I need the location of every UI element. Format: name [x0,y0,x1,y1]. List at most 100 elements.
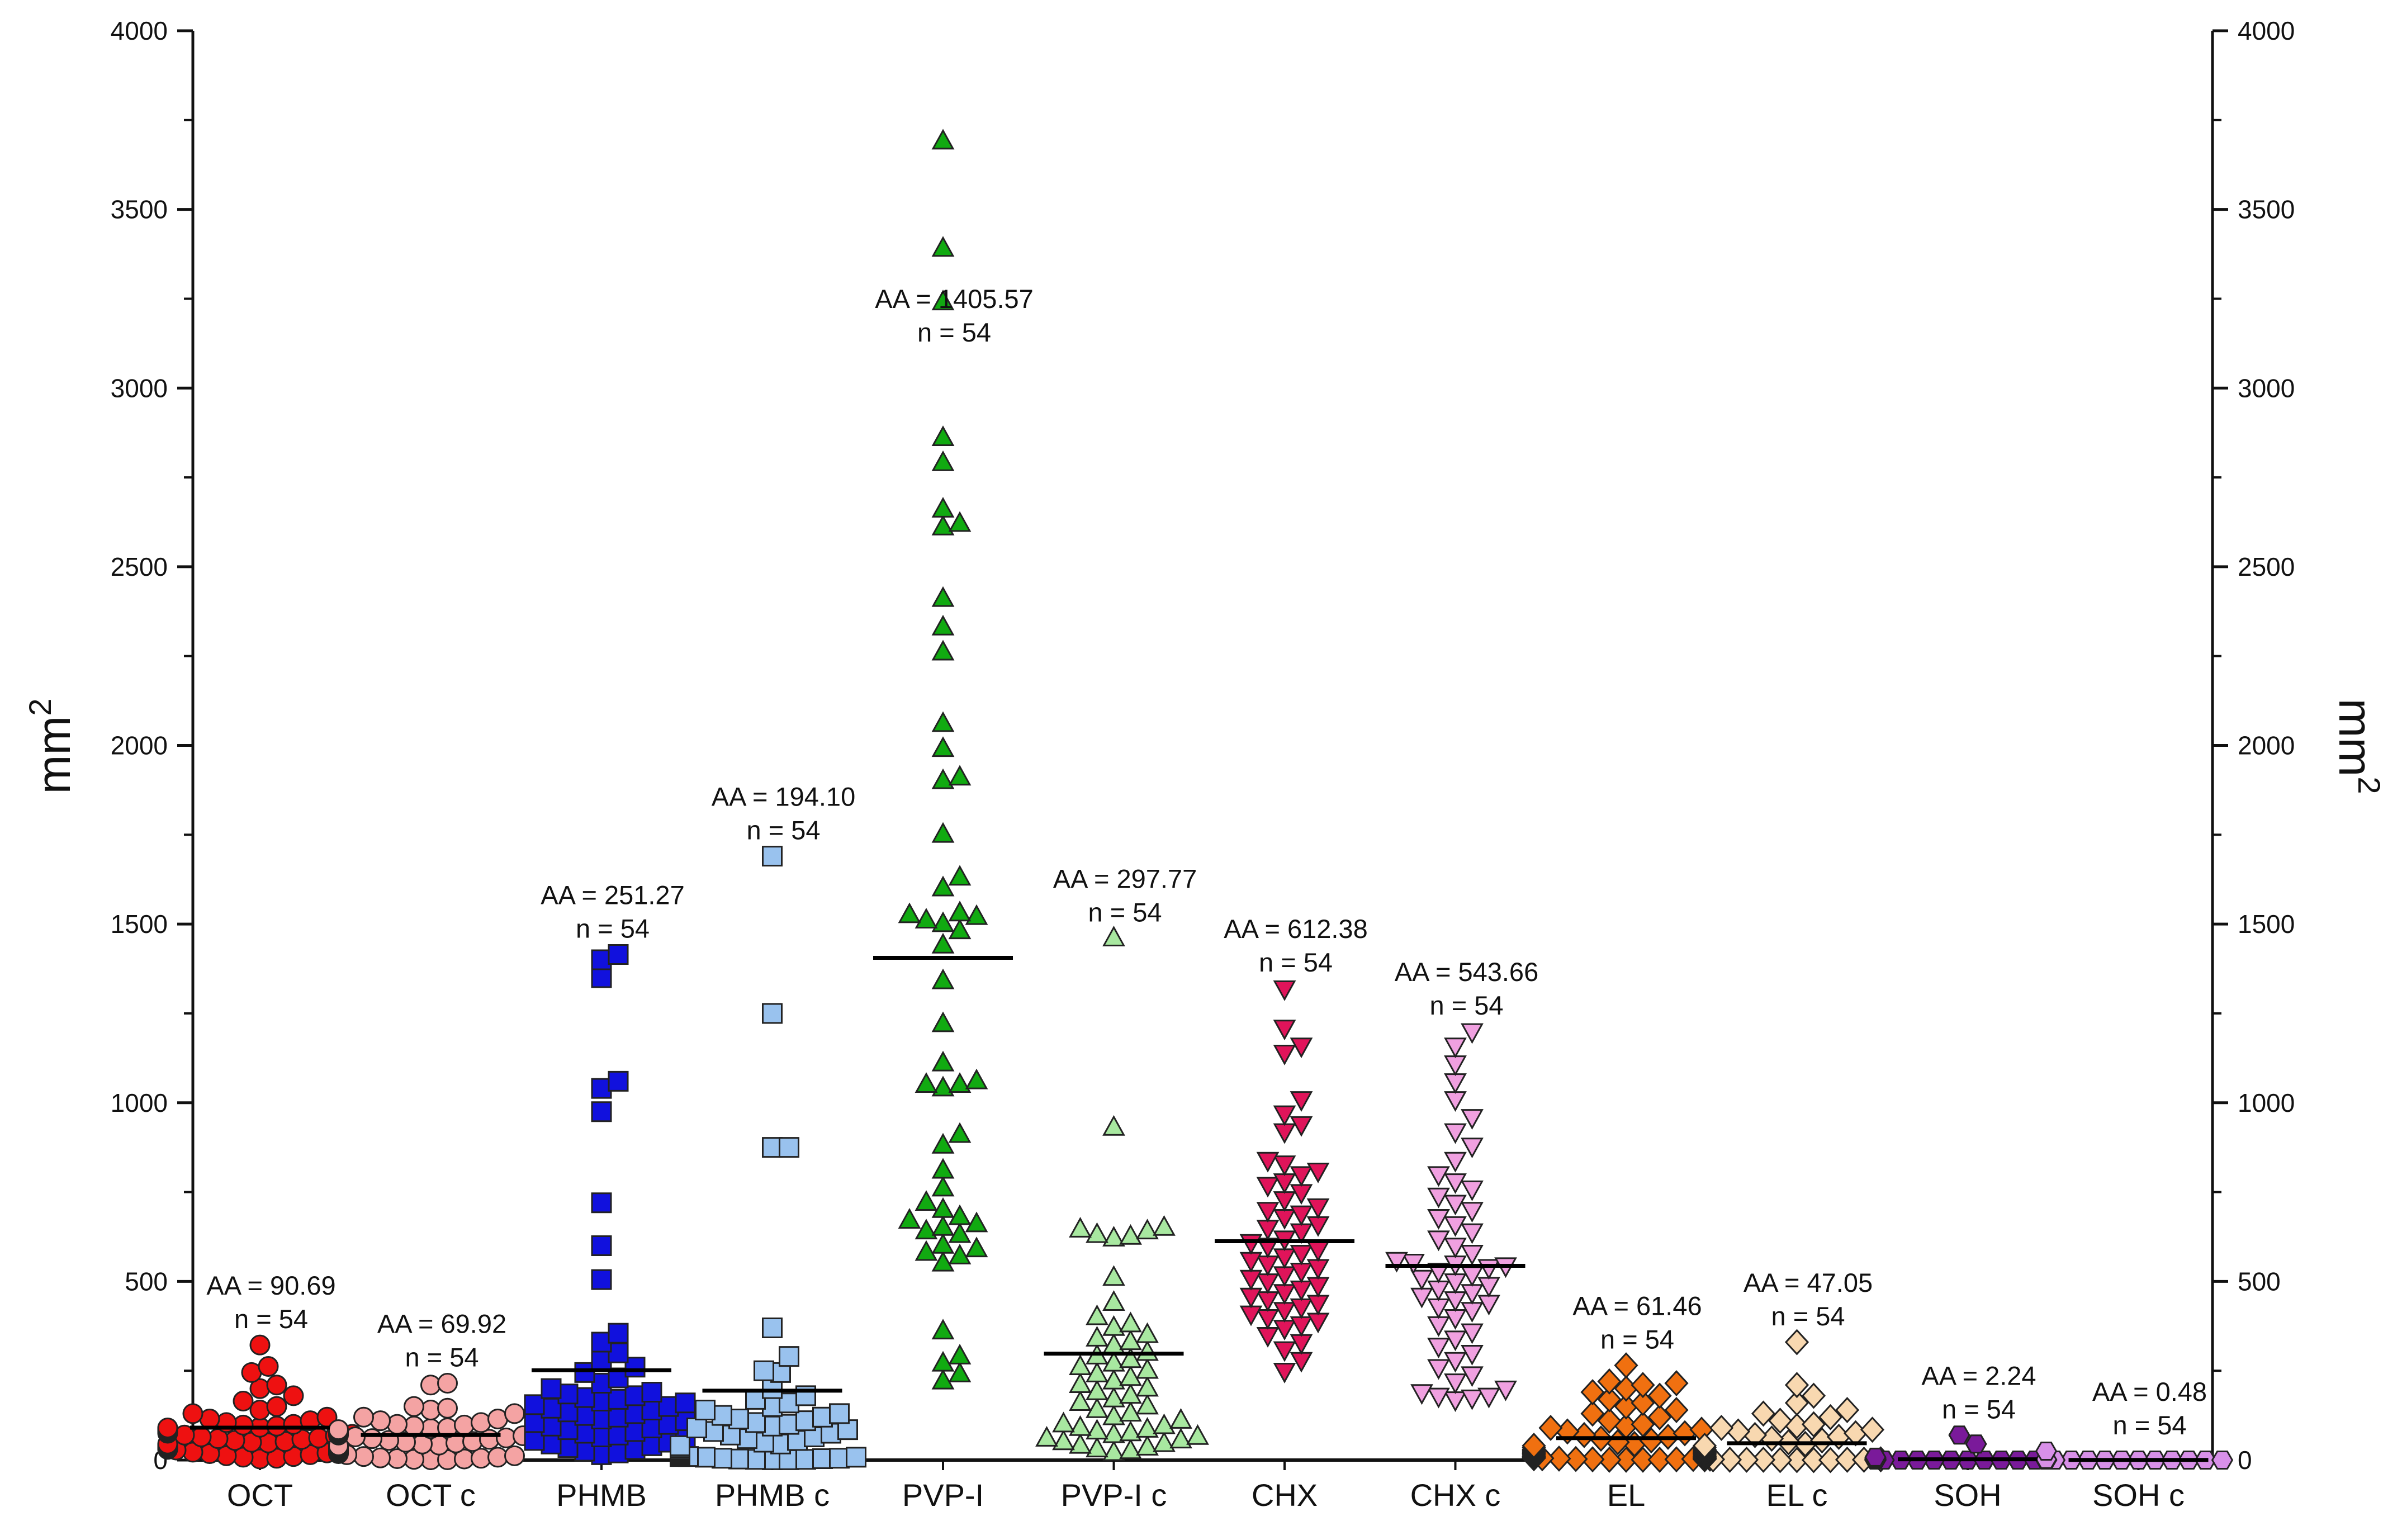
mean-annotation: AA = 543.66 [1395,957,1538,987]
data-point [1119,1329,1142,1351]
data-point [624,1385,646,1406]
data-point [779,1414,799,1435]
data-point [1239,1305,1263,1326]
data-point [931,1050,955,1072]
data-point [931,1197,955,1218]
y-tick-label-right: 1000 [2238,1088,2295,1117]
data-point [762,1003,783,1024]
data-point [1256,1309,1280,1330]
data-point [931,1075,955,1097]
n-annotation: n = 54 [234,1304,308,1334]
data-point [574,1362,595,1383]
data-point [1273,1362,1296,1383]
data-point [249,1334,271,1356]
data-point [1768,1408,1793,1434]
data-point [915,1240,938,1261]
data-point [931,614,955,636]
data-point [948,865,972,886]
data-point [157,1417,178,1438]
x-tick-label: PVP-I c [1061,1477,1167,1513]
data-point [948,1222,972,1243]
y-axis-label-right-sup: 2 [2352,776,2387,794]
data-point [591,1373,612,1394]
data-point [931,129,955,150]
data-point [1306,1198,1330,1219]
data-point [1239,1252,1263,1273]
data-point [1768,1447,1793,1473]
data-point [1597,1386,1622,1413]
data-point [1290,1316,1313,1337]
data-point [471,1412,491,1433]
data-point [641,1382,662,1403]
data-point [931,968,955,989]
data-point [1444,1195,1467,1216]
n-annotation: n = 54 [1259,947,1333,977]
data-point [504,1403,525,1424]
data-point [2211,1451,2234,1470]
data-point [1444,1216,1467,1237]
data-point [931,932,955,954]
n-annotation: n = 54 [1942,1394,2016,1424]
data-point [1169,1428,1192,1449]
data-point [1461,1180,1484,1201]
data-point [1444,1173,1467,1195]
data-point [353,1406,374,1428]
data-point [1522,1432,1546,1459]
data-point [1119,1383,1142,1404]
data-point [1461,1023,1484,1044]
data-point [1597,1446,1622,1473]
data-point [965,1068,988,1089]
mean-annotation: AA = 297.77 [1053,864,1197,894]
data-point [1427,1338,1450,1359]
data-point [898,902,921,923]
data-point [591,1235,612,1256]
data-point [1692,1432,1717,1459]
data-point [2035,1442,2058,1461]
data-point [1538,1415,1563,1441]
data-point [608,1389,629,1410]
data-point [948,1072,972,1093]
data-point [1494,1380,1517,1401]
data-point [1136,1434,1159,1456]
data-point [1444,1073,1467,1094]
data-point [1597,1408,1622,1434]
data-point [1835,1446,1860,1473]
data-point [1169,1408,1192,1429]
data-point [1136,1394,1159,1415]
data-point [1580,1400,1605,1427]
data-point [1306,1259,1330,1280]
data-point [1273,1341,1296,1362]
y-axis-label-right: mm2 [2329,698,2387,794]
data-point [1461,1202,1484,1223]
mean-annotation: AA = 194.10 [712,782,855,812]
data-point [754,1360,774,1381]
mean-annotation: AA = 1405.57 [875,284,1034,314]
data-point [591,1269,612,1290]
data-point [1614,1352,1638,1379]
data-point [1102,1422,1125,1443]
data-point [1069,1433,1092,1454]
data-point [608,1323,629,1344]
data-point [404,1396,424,1417]
data-point [1086,1379,1108,1400]
data-point [675,1392,696,1414]
data-point [1306,1277,1330,1298]
data-point [915,1219,938,1240]
data-point [1290,1166,1313,1187]
data-point [779,1392,799,1414]
data-point [1136,1219,1159,1240]
data-point [812,1406,833,1428]
data-point [931,236,955,257]
data-point [948,1243,972,1264]
data-point [931,822,955,843]
data-point [1119,1365,1142,1386]
x-tick-label: SOH [1934,1477,2001,1513]
data-point [1290,1244,1313,1266]
data-point [1069,1390,1092,1411]
data-point [948,765,972,786]
y-tick-label-right: 1500 [2238,909,2295,939]
data-point [249,1400,271,1421]
data-point [1102,1315,1125,1336]
data-point [1102,1404,1125,1425]
